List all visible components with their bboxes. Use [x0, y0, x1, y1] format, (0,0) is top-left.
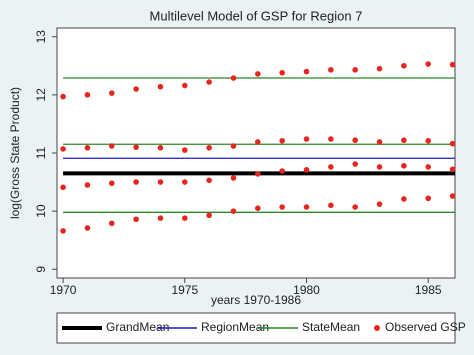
y-tick-label: 10 [34, 204, 48, 218]
observed-point [84, 225, 91, 231]
observed-point [303, 204, 310, 210]
observed-point [279, 137, 285, 144]
y-tick-label: 9 [34, 266, 48, 273]
y-axis-label: log(Gross State Product) [8, 87, 22, 219]
observed-point [449, 193, 456, 199]
legend-label: Observed GSP [385, 320, 466, 334]
observed-point [181, 179, 188, 185]
observed-point [255, 171, 261, 177]
observed-point [255, 205, 261, 212]
observed-point [133, 179, 139, 185]
observed-point [425, 61, 432, 67]
observed-point [328, 164, 334, 170]
observed-point [376, 201, 383, 207]
observed-point [108, 180, 115, 187]
observed-point [255, 139, 261, 145]
observed-point [449, 140, 456, 147]
observed-point [328, 136, 334, 142]
observed-point [181, 147, 188, 153]
observed-point [303, 68, 310, 75]
observed-point [401, 137, 407, 144]
observed-point [157, 215, 164, 221]
observed-point [352, 161, 358, 167]
x-tick-label: 1980 [293, 283, 320, 297]
legend-swatch [374, 325, 380, 331]
observed-point [181, 82, 188, 89]
observed-point [206, 177, 212, 184]
observed-point [157, 179, 164, 185]
observed-point [84, 182, 91, 188]
observed-point [425, 164, 432, 170]
observed-point [206, 79, 212, 85]
observed-point [133, 216, 139, 223]
observed-point [60, 228, 66, 234]
observed-point [230, 75, 237, 81]
observed-point [108, 220, 115, 227]
legend-label: GrandMean [106, 320, 169, 334]
observed-point [133, 86, 139, 92]
y-tick-label: 12 [34, 88, 48, 102]
observed-point [352, 67, 358, 73]
observed-point [157, 83, 164, 90]
observed-point [108, 143, 115, 149]
y-tick-label: 11 [34, 146, 48, 159]
observed-point [255, 71, 261, 77]
observed-point [230, 175, 237, 181]
observed-point [60, 184, 66, 191]
observed-point [133, 144, 139, 150]
observed-point [401, 62, 407, 69]
observed-point [425, 137, 432, 144]
observed-point [230, 208, 237, 214]
observed-point [157, 144, 164, 151]
observed-point [449, 61, 456, 68]
observed-point [352, 204, 358, 210]
legend-label: RegionMean [201, 320, 269, 334]
observed-point [84, 92, 91, 98]
y-tick-label: 13 [34, 30, 48, 44]
observed-point [303, 136, 310, 142]
observed-point [401, 196, 407, 202]
observed-point [279, 204, 285, 210]
observed-point [401, 162, 407, 169]
observed-point [60, 93, 66, 100]
observed-point [328, 202, 334, 209]
observed-point [425, 195, 432, 202]
x-tick-label: 1975 [171, 283, 198, 297]
observed-point [60, 146, 66, 152]
legend [56, 312, 456, 344]
observed-point [376, 164, 383, 170]
observed-point [279, 69, 285, 76]
x-tick-label: 1970 [50, 283, 77, 297]
observed-point [84, 144, 91, 151]
chart-title: Multilevel Model of GSP for Region 7 [150, 8, 363, 23]
observed-point [328, 67, 334, 73]
observed-point [279, 168, 285, 174]
plot-area [56, 27, 456, 279]
observed-point [449, 166, 456, 173]
observed-point [181, 215, 188, 221]
x-axis-label: years 1970-1986 [211, 293, 301, 307]
observed-point [108, 90, 115, 96]
x-tick-label: 1985 [415, 283, 442, 297]
observed-point [206, 212, 212, 219]
legend-label: StateMean [302, 320, 360, 334]
observed-point [376, 65, 383, 72]
observed-point [352, 137, 358, 144]
observed-point [303, 167, 310, 173]
observed-point [230, 143, 237, 149]
observed-point [376, 139, 383, 145]
observed-point [206, 144, 212, 151]
